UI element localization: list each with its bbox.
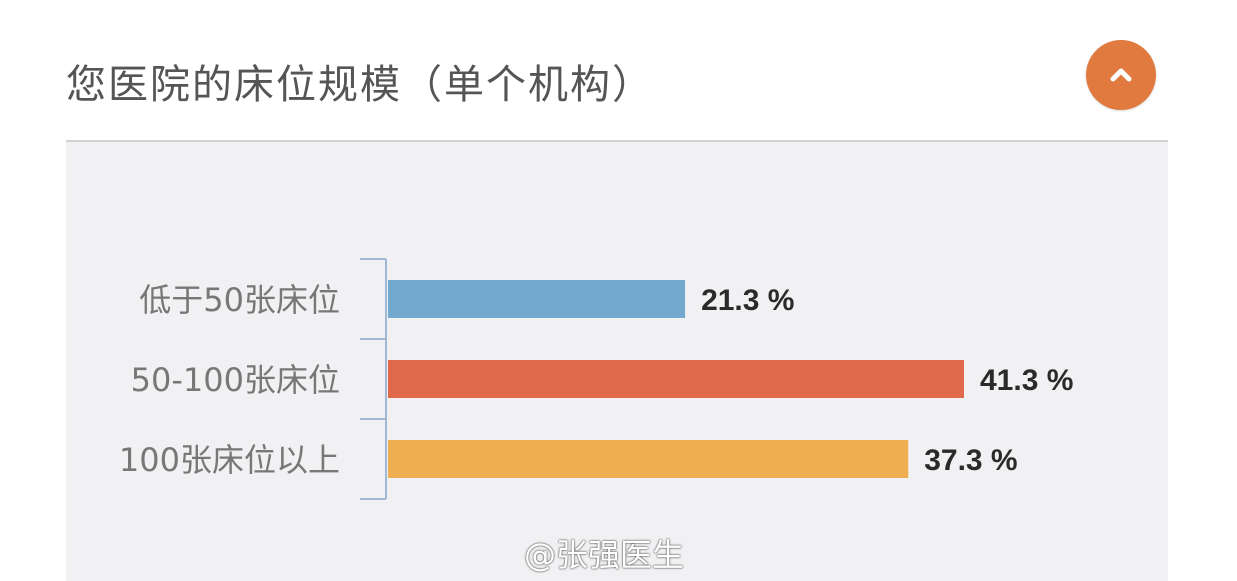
watermark: @张强医生: [524, 536, 685, 574]
value-label: 37.3 %: [924, 444, 1017, 477]
value-label: 21.3 %: [701, 284, 794, 317]
collapse-button[interactable]: [1086, 40, 1156, 110]
bar: [388, 280, 686, 318]
chart-panel: 低于50张床位 21.3 % 50-100张床位 41.3 % 100张床位以上 37.3…: [66, 142, 1168, 581]
category-label: 100张床位以上: [119, 441, 340, 479]
chevron-up-icon: [1110, 68, 1132, 82]
category-label: 50-100张床位: [131, 361, 340, 399]
bar-chart: 低于50张床位 21.3 % 50-100张床位 41.3 % 100张床位以上 37.3…: [119, 258, 1073, 500]
category-label: 低于50张床位: [139, 281, 340, 319]
bar: [388, 360, 964, 398]
title-divider: [66, 140, 1168, 142]
bar: [388, 440, 909, 478]
value-label: 41.3 %: [980, 364, 1073, 397]
page-title: 您医院的床位规模（单个机构）: [66, 62, 654, 108]
